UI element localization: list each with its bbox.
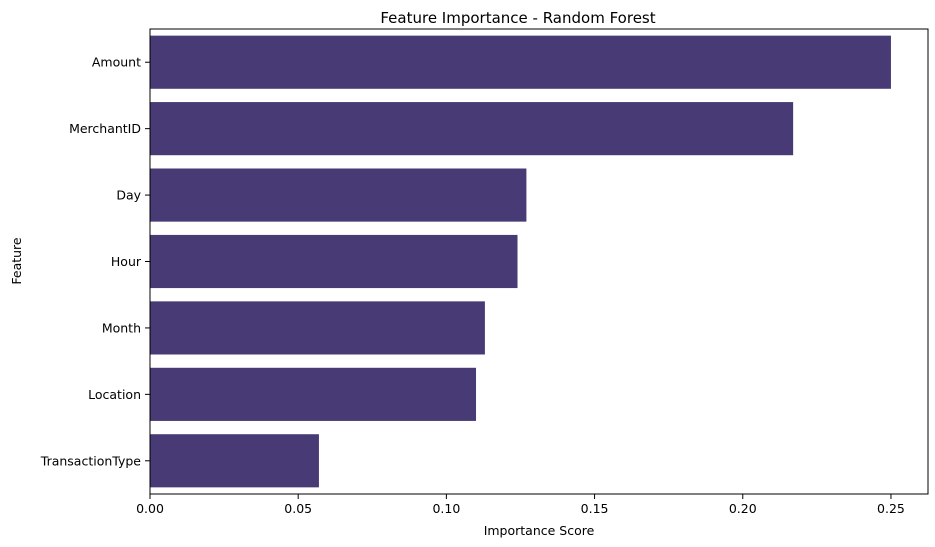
bar-location <box>150 367 477 421</box>
y-axis: Amount MerchantID Day Hour Month Location Tran… <box>40 55 150 468</box>
y-tick-label: TransactionType <box>40 453 142 468</box>
x-tick-label: 0.05 <box>284 501 312 516</box>
bar-merchantid <box>150 102 794 156</box>
bar-month <box>150 301 485 355</box>
y-tick-label: Hour <box>111 254 142 269</box>
y-tick-label: Month <box>102 320 141 335</box>
y-tick-label: Location <box>88 387 141 402</box>
y-tick-label: Day <box>116 188 141 203</box>
x-tick-label: 0.15 <box>581 501 609 516</box>
bars-group <box>150 35 891 488</box>
bar-hour <box>150 234 518 289</box>
x-axis: 0.00 0.05 0.10 0.15 0.20 0.25 <box>136 494 905 516</box>
chart-title: Feature Importance - Random Forest <box>380 9 655 27</box>
y-tick-label: MerchantID <box>69 121 141 136</box>
x-tick-label: 0.10 <box>432 501 460 516</box>
bar-day <box>150 168 527 222</box>
x-tick-label: 0.25 <box>877 501 905 516</box>
x-tick-label: 0.00 <box>136 501 164 516</box>
x-tick-label: 0.20 <box>729 501 757 516</box>
y-axis-label: Feature <box>9 237 24 285</box>
bar-amount <box>150 35 891 89</box>
x-axis-label: Importance Score <box>484 523 595 538</box>
bar-transactiontype <box>150 434 319 488</box>
y-tick-label: Amount <box>92 55 141 70</box>
